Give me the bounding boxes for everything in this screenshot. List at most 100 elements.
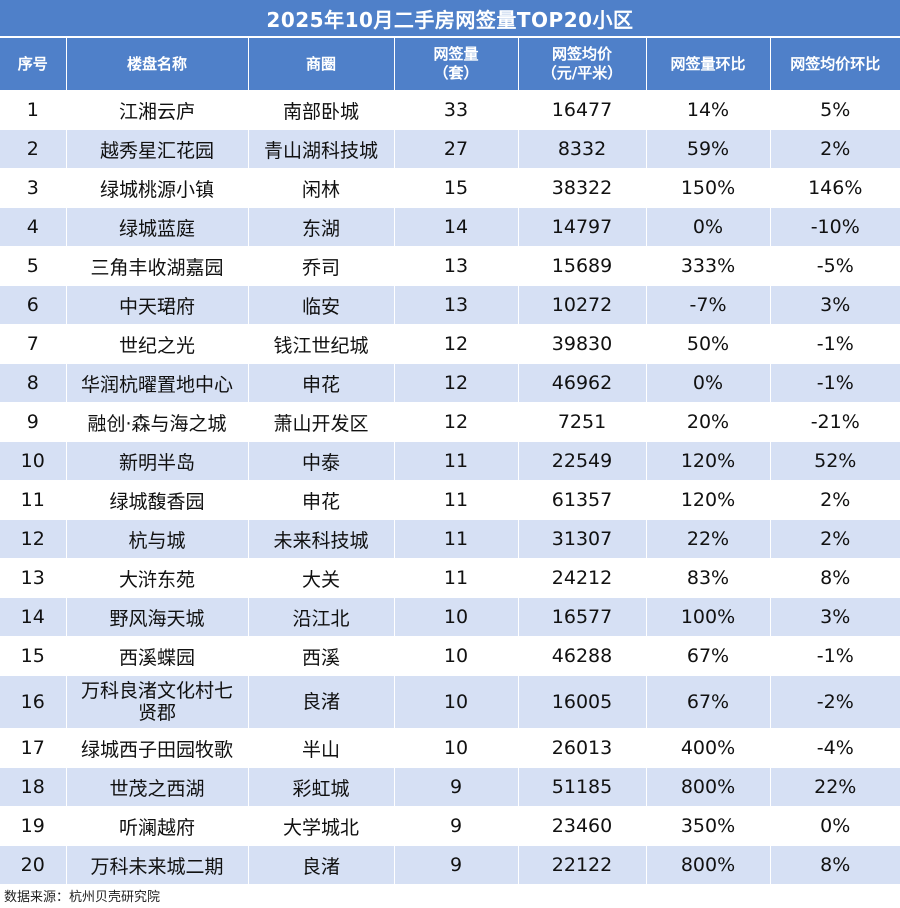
cell-district: 良渚 bbox=[247, 845, 394, 884]
cell-price: 8332 bbox=[517, 129, 646, 169]
source-note: 数据来源：杭州贝壳研究院 bbox=[4, 890, 161, 905]
cell-price-mom: -1% bbox=[769, 363, 900, 403]
cell-price: 46962 bbox=[517, 363, 646, 403]
cell-rank: 15 bbox=[0, 636, 66, 676]
cell-rank: 16 bbox=[0, 675, 66, 729]
table-body: 1 江湘云庐 南部卧城 33 16477 14% 5% 2 越秀星汇花园 青山湖科技城 27 8332… bbox=[0, 90, 900, 884]
cell-price: 51185 bbox=[517, 767, 646, 807]
cell-price-mom: 2% bbox=[769, 129, 900, 169]
cell-volume-mom: 59% bbox=[645, 129, 770, 169]
cell-rank: 8 bbox=[0, 363, 66, 403]
cell-volume: 10 bbox=[393, 597, 518, 637]
cell-district: 乔司 bbox=[247, 246, 394, 286]
table-row: 10 新明半岛 中泰 11 22549 120% 52% bbox=[0, 441, 900, 481]
cell-volume-mom: 0% bbox=[645, 207, 770, 247]
cell-volume: 12 bbox=[393, 363, 518, 403]
cell-volume-mom: 67% bbox=[645, 675, 770, 729]
table-row: 11 绿城馥香园 申花 11 61357 120% 2% bbox=[0, 480, 900, 520]
cell-volume-mom: 14% bbox=[645, 90, 770, 130]
cell-district: 青山湖科技城 bbox=[247, 129, 394, 169]
cell-volume: 10 bbox=[393, 636, 518, 676]
cell-project: 绿城馥香园 bbox=[65, 480, 248, 520]
cell-price-mom: 146% bbox=[769, 168, 900, 208]
cell-price-mom: 2% bbox=[769, 519, 900, 559]
cell-price-mom: 22% bbox=[769, 767, 900, 807]
col-header-price-mom-line: 网签均价环比 bbox=[790, 54, 881, 73]
col-header-volume-line: 网签量 bbox=[433, 45, 479, 63]
cell-price: 31307 bbox=[517, 519, 646, 559]
cell-district: 大关 bbox=[247, 558, 394, 598]
cell-price: 14797 bbox=[517, 207, 646, 247]
col-header-project-line: 楼盘名称 bbox=[126, 54, 187, 73]
cell-district: 未来科技城 bbox=[247, 519, 394, 559]
table-row: 20 万科未来城二期 良渚 9 22122 800% 8% bbox=[0, 845, 900, 884]
cell-volume-mom: 800% bbox=[645, 767, 770, 807]
col-header-volume-mom: 网签量环比 bbox=[645, 38, 770, 91]
cell-price-mom: 5% bbox=[769, 90, 900, 130]
cell-volume-mom: 83% bbox=[645, 558, 770, 598]
cell-volume-mom: 67% bbox=[645, 636, 770, 676]
cell-rank: 12 bbox=[0, 519, 66, 559]
cell-volume: 11 bbox=[393, 480, 518, 520]
cell-volume: 9 bbox=[393, 767, 518, 807]
cell-volume: 12 bbox=[393, 402, 518, 442]
table-row: 6 中天珺府 临安 13 10272 -7% 3% bbox=[0, 285, 900, 325]
col-header-price-mom: 网签均价环比 bbox=[769, 38, 900, 91]
cell-project: 三角丰收湖嘉园 bbox=[65, 246, 248, 286]
table-row: 4 绿城蓝庭 东湖 14 14797 0% -10% bbox=[0, 207, 900, 247]
cell-project: 中天珺府 bbox=[65, 285, 248, 325]
cell-project: 绿城桃源小镇 bbox=[65, 168, 248, 208]
cell-volume-mom: 20% bbox=[645, 402, 770, 442]
cell-rank: 6 bbox=[0, 285, 66, 325]
cell-district: 半山 bbox=[247, 728, 394, 768]
cell-project: 野风海天城 bbox=[65, 597, 248, 637]
cell-rank: 20 bbox=[0, 845, 66, 884]
cell-volume-mom: 120% bbox=[645, 480, 770, 520]
col-header-rank: 序号 bbox=[0, 38, 66, 91]
col-header-district-line: 商圈 bbox=[305, 54, 336, 73]
cell-price-mom: -5% bbox=[769, 246, 900, 286]
cell-volume: 13 bbox=[393, 285, 518, 325]
ranking-table: 序号 楼盘名称 商圈 网签量 （套） 网签均价 （元/平米） 网签量环比 网签均价环比 1 江湘云… bbox=[0, 38, 900, 884]
col-header-price-line: 网签均价 bbox=[551, 45, 612, 63]
cell-volume: 11 bbox=[393, 558, 518, 598]
cell-volume-mom: 100% bbox=[645, 597, 770, 637]
cell-volume-mom: 0% bbox=[645, 363, 770, 403]
cell-volume-mom: 400% bbox=[645, 728, 770, 768]
cell-project: 万科未来城二期 bbox=[65, 845, 248, 884]
cell-price: 61357 bbox=[517, 480, 646, 520]
cell-rank: 4 bbox=[0, 207, 66, 247]
table-row: 9 融创·森与海之城 萧山开发区 12 7251 20% -21% bbox=[0, 402, 900, 442]
table-row: 1 江湘云庐 南部卧城 33 16477 14% 5% bbox=[0, 90, 900, 130]
cell-price-mom: -2% bbox=[769, 675, 900, 729]
cell-rank: 5 bbox=[0, 246, 66, 286]
cell-district: 南部卧城 bbox=[247, 90, 394, 130]
cell-district: 闲林 bbox=[247, 168, 394, 208]
cell-district: 申花 bbox=[247, 480, 394, 520]
cell-volume-mom: 50% bbox=[645, 324, 770, 364]
cell-rank: 1 bbox=[0, 90, 66, 130]
table-row: 15 西溪蝶园 西溪 10 46288 67% -1% bbox=[0, 636, 900, 676]
cell-volume: 11 bbox=[393, 441, 518, 481]
cell-price: 22122 bbox=[517, 845, 646, 884]
cell-district: 沿江北 bbox=[247, 597, 394, 637]
table-title: 2025年10月二手房网签量TOP20小区 bbox=[0, 0, 900, 36]
cell-project: 杭与城 bbox=[65, 519, 248, 559]
col-header-district: 商圈 bbox=[247, 38, 394, 91]
col-header-volume: 网签量 （套） bbox=[393, 38, 518, 91]
cell-project: 江湘云庐 bbox=[65, 90, 248, 130]
cell-price: 39830 bbox=[517, 324, 646, 364]
col-header-price-line: （元/平米） bbox=[541, 64, 623, 82]
cell-price-mom: -10% bbox=[769, 207, 900, 247]
cell-project: 融创·森与海之城 bbox=[65, 402, 248, 442]
cell-rank: 2 bbox=[0, 129, 66, 169]
cell-price-mom: 8% bbox=[769, 845, 900, 884]
cell-project: 听澜越府 bbox=[65, 806, 248, 846]
cell-price: 26013 bbox=[517, 728, 646, 768]
cell-price-mom: 52% bbox=[769, 441, 900, 481]
cell-district: 东湖 bbox=[247, 207, 394, 247]
cell-rank: 10 bbox=[0, 441, 66, 481]
cell-district: 申花 bbox=[247, 363, 394, 403]
cell-project: 绿城西子田园牧歌 bbox=[65, 728, 248, 768]
cell-project: 世纪之光 bbox=[65, 324, 248, 364]
